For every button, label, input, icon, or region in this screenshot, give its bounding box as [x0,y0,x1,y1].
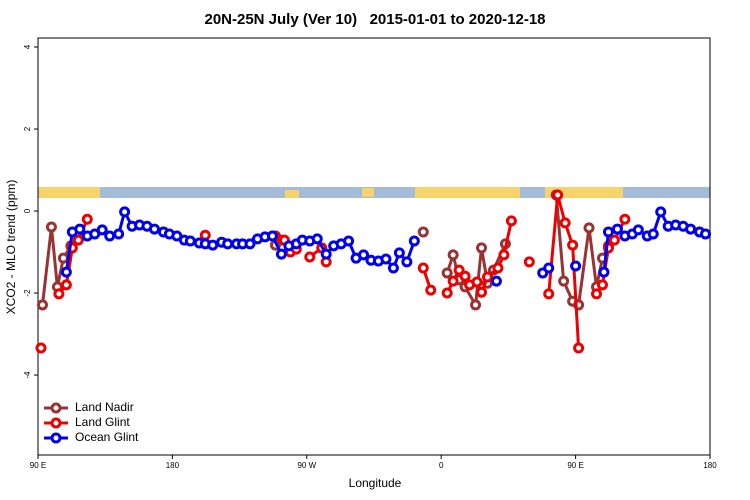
data-point [490,275,502,287]
data-point [393,247,405,259]
data-point [408,235,420,247]
data-point [320,248,332,260]
data-point [387,262,399,274]
data-point [266,230,278,242]
x-tick-label: 180 [703,461,717,470]
data-point [45,221,57,233]
data-point [441,267,453,279]
data-point [471,276,483,288]
data-point [441,287,453,299]
plot-frame [37,37,711,456]
data-point [417,226,429,238]
data-point [523,256,535,268]
data-point [552,189,564,201]
data-point [570,260,582,272]
data-point [596,279,608,291]
data-point [57,252,69,264]
data-point [543,262,555,274]
data-point [447,275,459,287]
data-point [700,228,712,240]
data-point [583,222,595,234]
legend-label: Land Glint [75,415,130,429]
data-point [35,342,47,354]
data-point [60,266,72,278]
data-point [304,251,316,263]
data-point [470,299,482,311]
data-point [60,279,72,291]
chart-title: 20N-25N July (Ver 10) 2015-01-01 to 2020… [204,11,545,28]
data-point [207,239,219,251]
x-tick-label: 90 W [297,461,316,470]
data-point [74,223,86,235]
data-point [36,299,48,311]
data-point [567,239,579,251]
data-point [608,234,620,246]
data-point [417,262,429,274]
y-tick-label: -4 [23,371,32,379]
data-point [119,206,131,218]
data-point [655,206,667,218]
data-point [498,249,510,261]
data-point [685,223,697,235]
x-tick-label: 0 [439,461,444,470]
x-tick-label: 90 E [30,461,46,470]
y-tick-label: -2 [23,289,32,297]
data-point [602,226,614,238]
legend-label: Ocean Glint [75,430,139,444]
data-point [104,230,116,242]
y-axis-label: XCO2 - MLO trend (ppm) [4,180,18,315]
data-point [591,288,603,300]
data-point [632,224,644,236]
data-point [275,248,287,260]
y-tick-label: 4 [23,44,32,49]
data-point [505,215,517,227]
data-point [476,242,488,254]
map-strip [38,187,710,198]
data-point [559,217,571,229]
data-point [476,286,488,298]
data-point [113,228,125,240]
legend-marker [50,417,62,429]
x-tick-label: 90 E [567,461,583,470]
data-point [199,229,211,241]
data-point [184,235,196,247]
data-point [343,235,355,247]
y-tick-label: 0 [23,208,32,213]
data-point [222,238,234,250]
legend-label: Land Nadir [75,400,134,414]
data-point [81,213,93,225]
data-point [611,223,623,235]
data-point [380,253,392,265]
data-point [573,342,585,354]
data-point [358,249,370,261]
data-point [543,288,555,300]
data-point [425,284,437,296]
data-point [53,288,65,300]
data-point [453,264,465,276]
data-point [244,238,256,250]
legend-marker [50,402,62,414]
data-point [401,256,413,268]
data-point [558,275,570,287]
data-point [481,271,493,283]
data-point [447,249,459,261]
legend-marker [50,432,62,444]
data-point [311,233,323,245]
y-tick-label: 2 [23,126,32,131]
data-point [96,224,108,236]
data-point [148,223,160,235]
data-point [598,266,610,278]
data-point [619,213,631,225]
data-point [72,234,84,246]
x-axis-label: Longitude [349,476,402,490]
data-point [459,270,471,282]
data-point [492,262,504,274]
x-tick-label: 180 [166,461,180,470]
data-point [647,228,659,240]
